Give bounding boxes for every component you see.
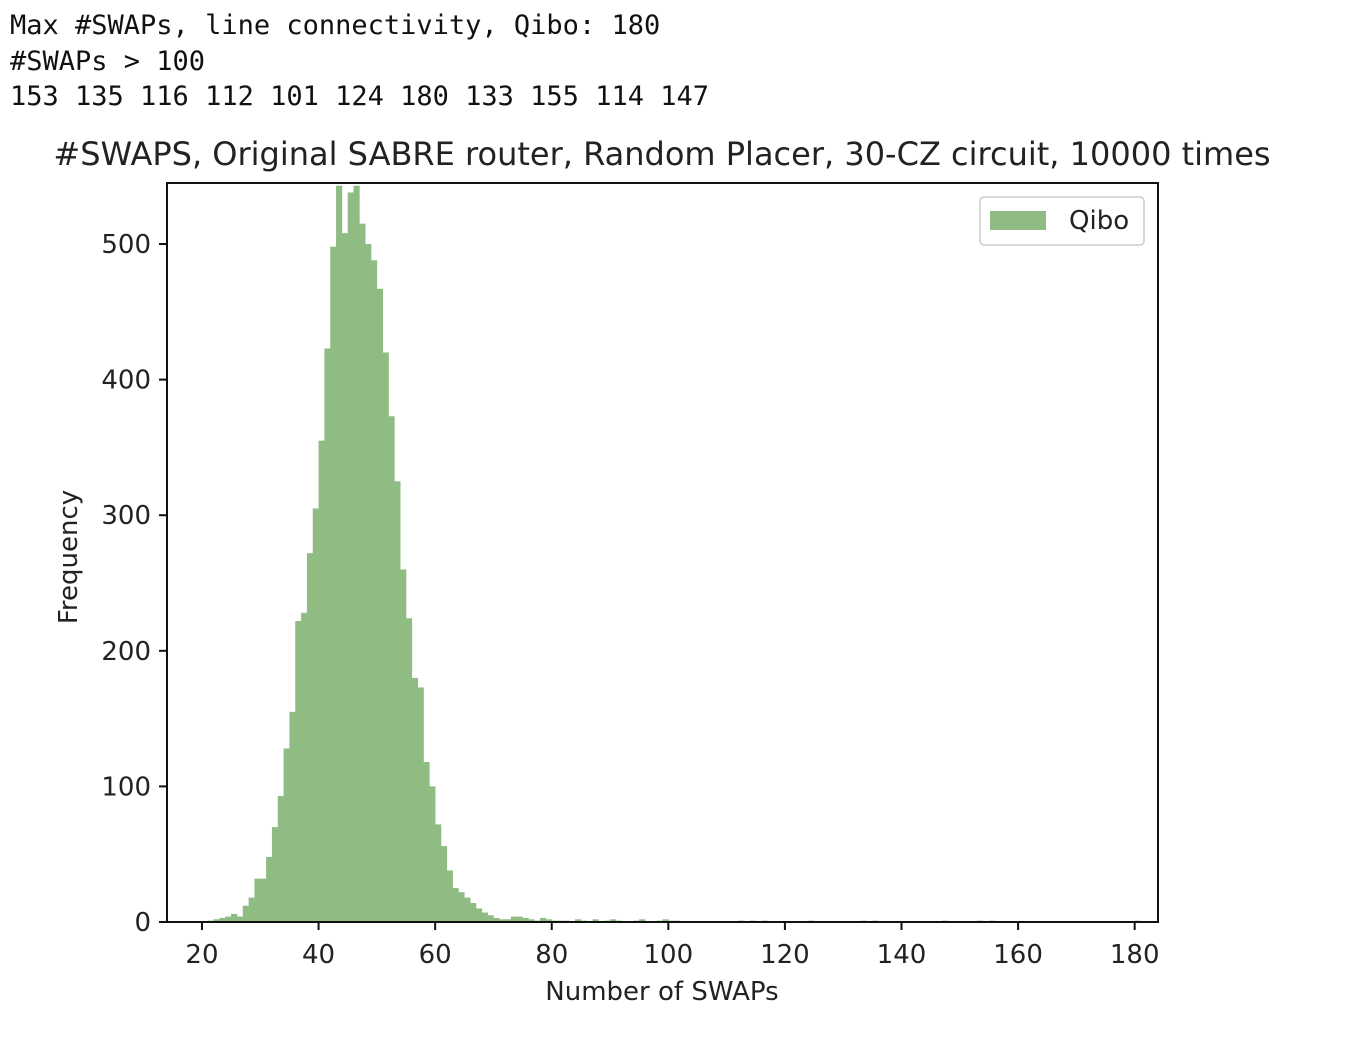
- histogram-bar: [306, 553, 314, 922]
- legend: Qibo: [979, 196, 1145, 246]
- histogram-bar: [516, 916, 523, 922]
- histogram-bar: [283, 748, 290, 922]
- histogram-bars: [207, 185, 1141, 923]
- histogram-bar: [330, 246, 337, 923]
- y-axis-ticks: 0 100 200 300 400 500: [101, 230, 167, 938]
- histogram-bar: [376, 288, 383, 922]
- plot-frame: [166, 182, 1159, 923]
- histogram-bar: [411, 677, 418, 922]
- x-tick-label: 120: [760, 940, 810, 970]
- histogram-bar: [266, 856, 273, 922]
- histogram-bar: [475, 908, 483, 922]
- histogram-bar: [592, 919, 599, 922]
- histogram-bar: [464, 897, 471, 922]
- histogram-bar: [458, 892, 465, 922]
- y-tick-label: 500: [101, 230, 151, 260]
- console-line-max-swaps: Max #SWAPs, line connectivity, Qibo: 180: [10, 10, 661, 41]
- histogram-bar: [510, 916, 518, 922]
- histogram-bar: [371, 260, 378, 922]
- histogram-bar: [318, 440, 325, 922]
- histogram-bar: [545, 919, 553, 922]
- histogram-bar: [236, 916, 244, 922]
- chart-title: #SWAPS, Original SABRE router, Random Pl…: [53, 135, 1270, 173]
- histogram-bar: [254, 878, 261, 922]
- histogram-bar: [365, 244, 372, 922]
- y-tick-label: 100: [101, 772, 151, 802]
- x-axis-label: Number of SWAPs: [545, 977, 778, 1007]
- histogram-bar: [540, 917, 547, 922]
- histogram-bar: [388, 416, 395, 922]
- y-tick-label: 0: [134, 908, 151, 938]
- x-tick-label: 20: [185, 940, 218, 970]
- histogram-bar: [446, 870, 453, 922]
- console-line-values: 153 135 116 112 101 124 180 133 155 114 …: [10, 81, 709, 112]
- histogram-bar: [213, 919, 220, 922]
- x-axis-ticks: 20 40 60 80 100 120 140 160 180: [185, 922, 1160, 970]
- y-tick-label: 200: [101, 637, 151, 667]
- histogram-bar: [260, 878, 267, 922]
- y-axis-label: Frequency: [54, 490, 84, 624]
- histogram-bar: [429, 786, 436, 922]
- histogram-bar: [382, 352, 389, 922]
- histogram-bar: [493, 917, 500, 922]
- histogram-bar: [440, 846, 448, 922]
- histogram-bar: [499, 919, 506, 922]
- histogram-bar: [487, 915, 494, 922]
- histogram-bar: [336, 185, 343, 922]
- histogram-bar: [248, 897, 255, 922]
- legend-box: [979, 196, 1145, 246]
- histogram-bar: [301, 612, 308, 922]
- x-tick-label: 180: [1110, 940, 1160, 970]
- histogram-bar: [406, 618, 413, 922]
- histogram-bar: [470, 903, 477, 922]
- console-output: Max #SWAPs, line connectivity, Qibo: 180…: [10, 8, 709, 115]
- x-tick-label: 60: [419, 940, 452, 970]
- histogram-bar: [271, 827, 279, 922]
- y-tick-label: 400: [101, 366, 151, 396]
- histogram-bar: [394, 481, 401, 922]
- x-tick-label: 160: [993, 940, 1043, 970]
- histogram-bar: [435, 824, 442, 922]
- histogram-bar: [225, 916, 232, 922]
- histogram-bar: [324, 348, 331, 922]
- histogram-bar: [528, 919, 535, 922]
- histogram-bar: [289, 711, 296, 922]
- histogram-bar: [610, 919, 617, 922]
- histogram-bar: [341, 233, 349, 923]
- histogram-bar: [231, 913, 238, 922]
- histogram-bar: [277, 795, 284, 922]
- legend-swatch: [990, 211, 1046, 230]
- histogram-bar: [639, 919, 646, 922]
- histogram-bar: [481, 912, 488, 922]
- x-tick-label: 40: [302, 940, 335, 970]
- histogram-bar: [575, 919, 582, 922]
- histogram-bar: [295, 620, 302, 922]
- console-line-threshold: #SWAPs > 100: [10, 45, 206, 77]
- histogram-bar: [417, 687, 424, 922]
- histogram-bar: [505, 919, 512, 922]
- histogram-bar: [400, 569, 407, 922]
- histogram-bar: [423, 762, 430, 922]
- histogram-bar: [522, 917, 529, 922]
- histogram-bar: [452, 888, 459, 922]
- y-tick-label: 300: [101, 501, 151, 531]
- histogram-bar: [242, 905, 249, 922]
- x-tick-label: 80: [535, 940, 568, 970]
- histogram-bar: [347, 192, 354, 923]
- histogram-bar: [219, 917, 226, 922]
- histogram-bar: [359, 223, 366, 922]
- histogram-bar: [312, 508, 319, 922]
- histogram-bar: [353, 185, 360, 922]
- x-tick-label: 140: [877, 940, 927, 970]
- legend-label-qibo: Qibo: [1069, 206, 1129, 236]
- x-tick-label: 100: [644, 940, 694, 970]
- histogram-bar: [662, 919, 669, 922]
